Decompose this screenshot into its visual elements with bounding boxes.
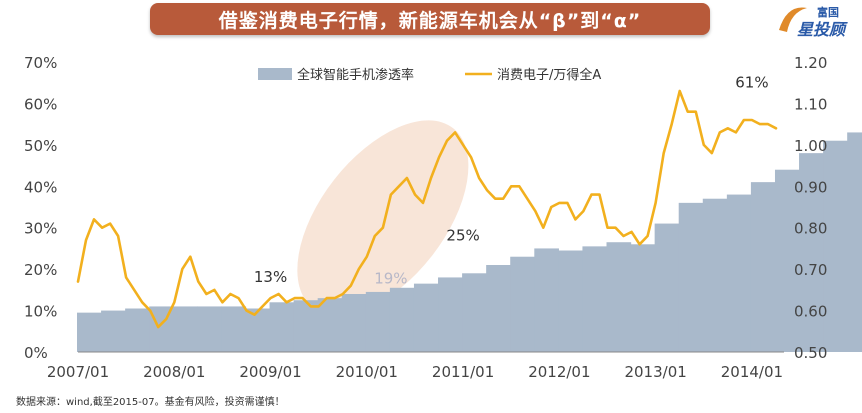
penetration-bar: [77, 312, 102, 352]
y-right-tick-label: 0.70: [794, 261, 827, 279]
y-left-tick-label: 10%: [24, 303, 57, 321]
y-right-tick-label: 0.50: [794, 344, 827, 362]
penetration-bar: [534, 248, 559, 352]
y-left-tick-label: 0%: [24, 344, 48, 362]
logo-swoosh: [779, 7, 807, 32]
penetration-bar: [365, 291, 391, 352]
penetration-bar: [774, 169, 800, 352]
y-left-tick-label: 50%: [24, 137, 57, 155]
penetration-bar: [438, 277, 463, 352]
penetration-bar: [197, 306, 223, 352]
penetration-bar: [486, 265, 511, 352]
relative-index-line: [76, 89, 778, 329]
y-right-tick-label: 1.00: [794, 137, 827, 155]
annotation-label: 61%: [735, 73, 768, 91]
penetration-bar: [847, 132, 862, 352]
penetration-bar: [269, 302, 295, 352]
x-tick-label: 2014/01: [721, 363, 783, 381]
y-right-tick-label: 0.60: [794, 303, 827, 321]
penetration-bar: [510, 256, 535, 352]
y-right-tick-label: 1.10: [794, 95, 827, 113]
logo-text-bottom: 星投顾: [797, 20, 848, 39]
legend-swatch-bars: [258, 68, 292, 80]
y-left-tick-label: 30%: [24, 220, 57, 238]
penetration-bar: [678, 202, 704, 352]
penetration-bar: [726, 194, 752, 352]
source-note: 数据来源：wind,截至2015-07。基金有风险，投资需谨慎！: [16, 397, 285, 408]
penetration-bar: [245, 308, 271, 352]
y-left-tick-label: 70%: [24, 54, 57, 72]
legend-label-line: 消费电子/万得全A: [497, 67, 601, 83]
x-tick-label: 2013/01: [624, 363, 686, 381]
penetration-bar: [389, 287, 415, 352]
penetration-bar: [413, 283, 439, 352]
penetration-bar: [799, 153, 824, 352]
penetration-bar: [125, 308, 150, 352]
x-tick-label: 2008/01: [143, 363, 205, 381]
penetration-bar: [462, 273, 487, 352]
penetration-bar: [173, 306, 198, 352]
penetration-bar: [606, 242, 632, 352]
y-left-tick-label: 40%: [24, 178, 57, 196]
penetration-bar: [702, 198, 728, 352]
annotation-label: 19%: [374, 269, 407, 287]
penetration-bar: [101, 310, 126, 352]
legend-label-bars: 全球智能手机渗透率: [297, 67, 414, 83]
annotation-label: 13%: [254, 268, 287, 286]
highlight-ellipse: [297, 120, 469, 316]
penetration-bar: [654, 223, 680, 352]
y-left-tick-label: 60%: [24, 95, 57, 113]
penetration-bar: [293, 300, 319, 352]
annotation-label: 25%: [446, 226, 479, 244]
y-right-tick-label: 0.90: [794, 178, 827, 196]
x-tick-label: 2009/01: [239, 363, 301, 381]
fuguo-logo: 富国 星投顾: [779, 5, 848, 39]
penetration-bar: [582, 246, 608, 352]
penetration-bar: [317, 298, 343, 352]
y-right-tick-label: 0.80: [794, 220, 827, 238]
x-tick-label: 2012/01: [528, 363, 590, 381]
penetration-bar: [630, 244, 656, 352]
x-tick-label: 2011/01: [432, 363, 494, 381]
logo-text-top: 富国: [817, 5, 839, 19]
chart-title-banner: 借鉴消费电子行情，新能源车机会从“β”到“α”: [150, 3, 710, 35]
x-tick-label: 2010/01: [336, 363, 398, 381]
penetration-bar: [823, 140, 848, 352]
penetration-bar: [341, 294, 367, 352]
penetration-bar: [558, 250, 584, 352]
y-right-tick-label: 1.20: [794, 54, 827, 72]
penetration-bar: [750, 182, 776, 352]
penetration-bar: [221, 306, 247, 352]
x-tick-label: 2007/01: [47, 363, 109, 381]
y-left-tick-label: 20%: [24, 261, 57, 279]
